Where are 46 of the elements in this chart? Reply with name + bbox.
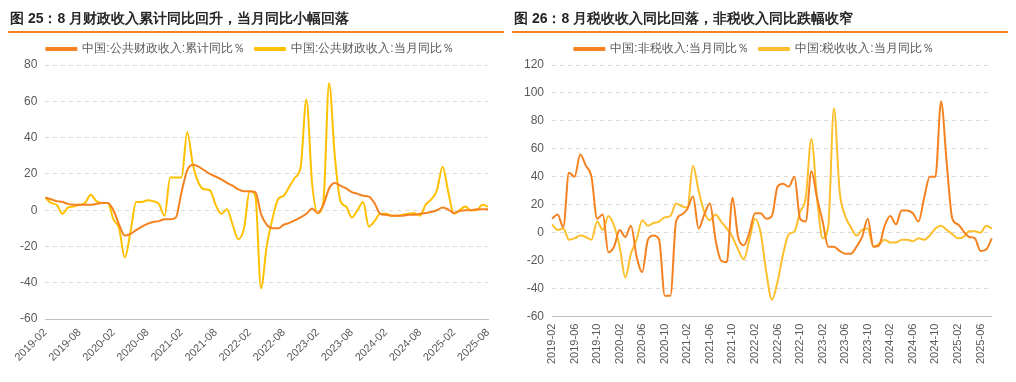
x-tick-label: 2023-10	[860, 323, 873, 365]
x-tick-label: 2020-02	[612, 323, 625, 365]
y-tick-label: -20	[20, 238, 38, 253]
y-tick-label: 60	[23, 93, 38, 108]
x-tick-label: 2019-02	[545, 323, 558, 365]
y-tick-label: -40	[526, 280, 545, 295]
x-tick-label: 2019-10	[590, 323, 603, 365]
x-tick-label: 2022-06	[770, 323, 783, 365]
legend-label: 中国:税收收入:当月同比％	[795, 41, 934, 56]
x-tick-label: 2024-10	[928, 323, 941, 365]
y-tick-label: -20	[526, 253, 545, 268]
legend-label: 中国:非税收入:当月同比％	[610, 41, 749, 56]
y-tick-label: 40	[23, 129, 38, 144]
y-tick-label: 80	[23, 57, 38, 72]
y-tick-label: -60	[526, 308, 545, 323]
y-tick-label: 0	[537, 225, 545, 240]
x-tick-label: 2023-02	[815, 323, 828, 365]
y-tick-label: 120	[523, 57, 545, 72]
x-tick-label: 2024-06	[905, 323, 918, 365]
legend-label: 中国:公共财政收入:当月同比％	[291, 41, 454, 56]
y-tick-label: 20	[530, 197, 545, 212]
x-tick-label: 2020-10	[657, 323, 670, 365]
legend-label: 中国:公共财政收入:累计同比％	[82, 41, 245, 56]
y-tick-label: 20	[23, 166, 38, 181]
x-tick-label: 2021-02	[680, 323, 693, 365]
y-tick-label: 40	[530, 169, 545, 184]
x-tick-label: 2020-06	[635, 323, 648, 365]
y-tick-label: 80	[530, 113, 545, 128]
y-tick-label: 100	[523, 85, 545, 100]
x-tick-label: 2025-06	[973, 323, 986, 365]
x-tick-label: 2021-10	[725, 323, 738, 365]
x-tick-label: 2024-02	[883, 323, 896, 365]
y-tick-label: 60	[530, 141, 545, 156]
x-tick-label: 2022-10	[793, 323, 806, 365]
x-tick-label: 2023-06	[838, 323, 851, 365]
x-tick-label: 2019-06	[567, 323, 580, 365]
x-tick-label: 2022-02	[748, 323, 761, 365]
y-tick-label: 0	[30, 202, 38, 217]
x-tick-label: 2021-06	[702, 323, 715, 365]
y-tick-label: -40	[20, 275, 38, 290]
chart-title: 图 25：8 月财政收入累计同比回升，当月同比小幅回落	[8, 8, 504, 33]
x-tick-label: 2025-02	[951, 323, 963, 365]
y-tick-label: -60	[20, 311, 38, 326]
line-series	[44, 82, 489, 290]
chart-title: 图 26：8 月税收收入同比回落，非税收入同比跌幅收窄	[512, 8, 1008, 33]
line-series	[44, 163, 489, 237]
